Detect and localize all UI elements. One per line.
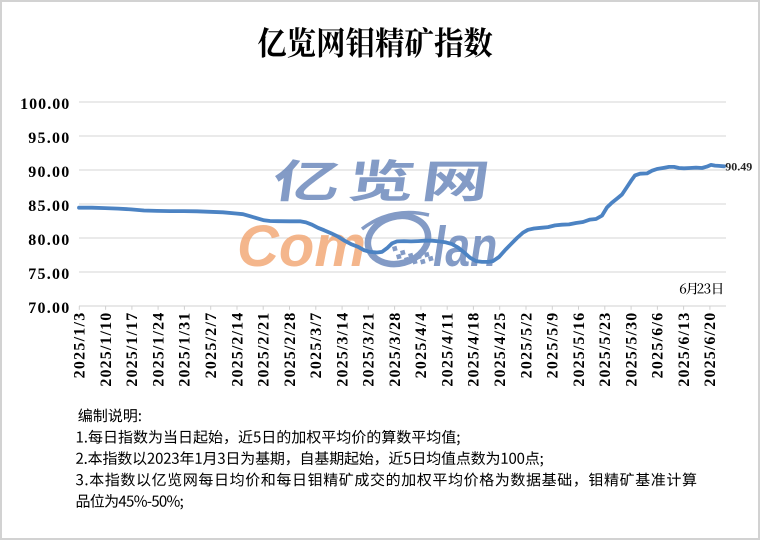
svg-text:85.00: 85.00 [28, 198, 69, 215]
svg-text:75.00: 75.00 [28, 266, 69, 283]
svg-text:2025/1/31: 2025/1/31 [177, 313, 194, 387]
svg-text:2025/4/11: 2025/4/11 [440, 313, 457, 387]
svg-text:2025/6/20: 2025/6/20 [702, 313, 719, 387]
svg-text:95.00: 95.00 [28, 130, 69, 147]
svg-text:2025/3/21: 2025/3/21 [361, 313, 378, 387]
svg-text:2025/5/23: 2025/5/23 [597, 313, 614, 387]
svg-text:90.49: 90.49 [725, 160, 752, 174]
svg-text:2025/1/24: 2025/1/24 [150, 313, 167, 387]
svg-text:2025/4/25: 2025/4/25 [492, 313, 509, 387]
svg-text:Com: Com [237, 214, 366, 279]
svg-text:2025/5/30: 2025/5/30 [623, 313, 640, 387]
svg-text:2025/2/7: 2025/2/7 [203, 313, 220, 379]
svg-text:2025/4/4: 2025/4/4 [413, 313, 430, 379]
svg-text:2025/6/6: 2025/6/6 [650, 313, 667, 379]
svg-text:2025/3/28: 2025/3/28 [387, 313, 404, 387]
svg-text:2025/6/13: 2025/6/13 [676, 313, 693, 387]
svg-text:lan: lan [433, 215, 497, 279]
svg-text:2025/1/3: 2025/1/3 [72, 313, 89, 379]
svg-text:80.00: 80.00 [28, 232, 69, 249]
svg-text:2025/3/14: 2025/3/14 [334, 313, 351, 387]
svg-text:100.00: 100.00 [20, 96, 69, 113]
svg-text:90.00: 90.00 [28, 164, 69, 181]
svg-text:2025/2/14: 2025/2/14 [229, 313, 246, 387]
svg-text:2025/3/7: 2025/3/7 [308, 313, 325, 379]
svg-text:2025/1/17: 2025/1/17 [124, 313, 141, 387]
svg-text:2025/2/21: 2025/2/21 [256, 313, 273, 387]
svg-text:2025/2/28: 2025/2/28 [282, 313, 299, 387]
svg-text:2025/1/10: 2025/1/10 [98, 313, 115, 387]
svg-text:2025/5/16: 2025/5/16 [571, 313, 588, 387]
svg-text:2025/5/2: 2025/5/2 [518, 313, 535, 379]
svg-text:2025/4/18: 2025/4/18 [466, 313, 483, 387]
svg-text:70.00: 70.00 [28, 300, 69, 317]
svg-text:2025/5/9: 2025/5/9 [545, 313, 562, 379]
